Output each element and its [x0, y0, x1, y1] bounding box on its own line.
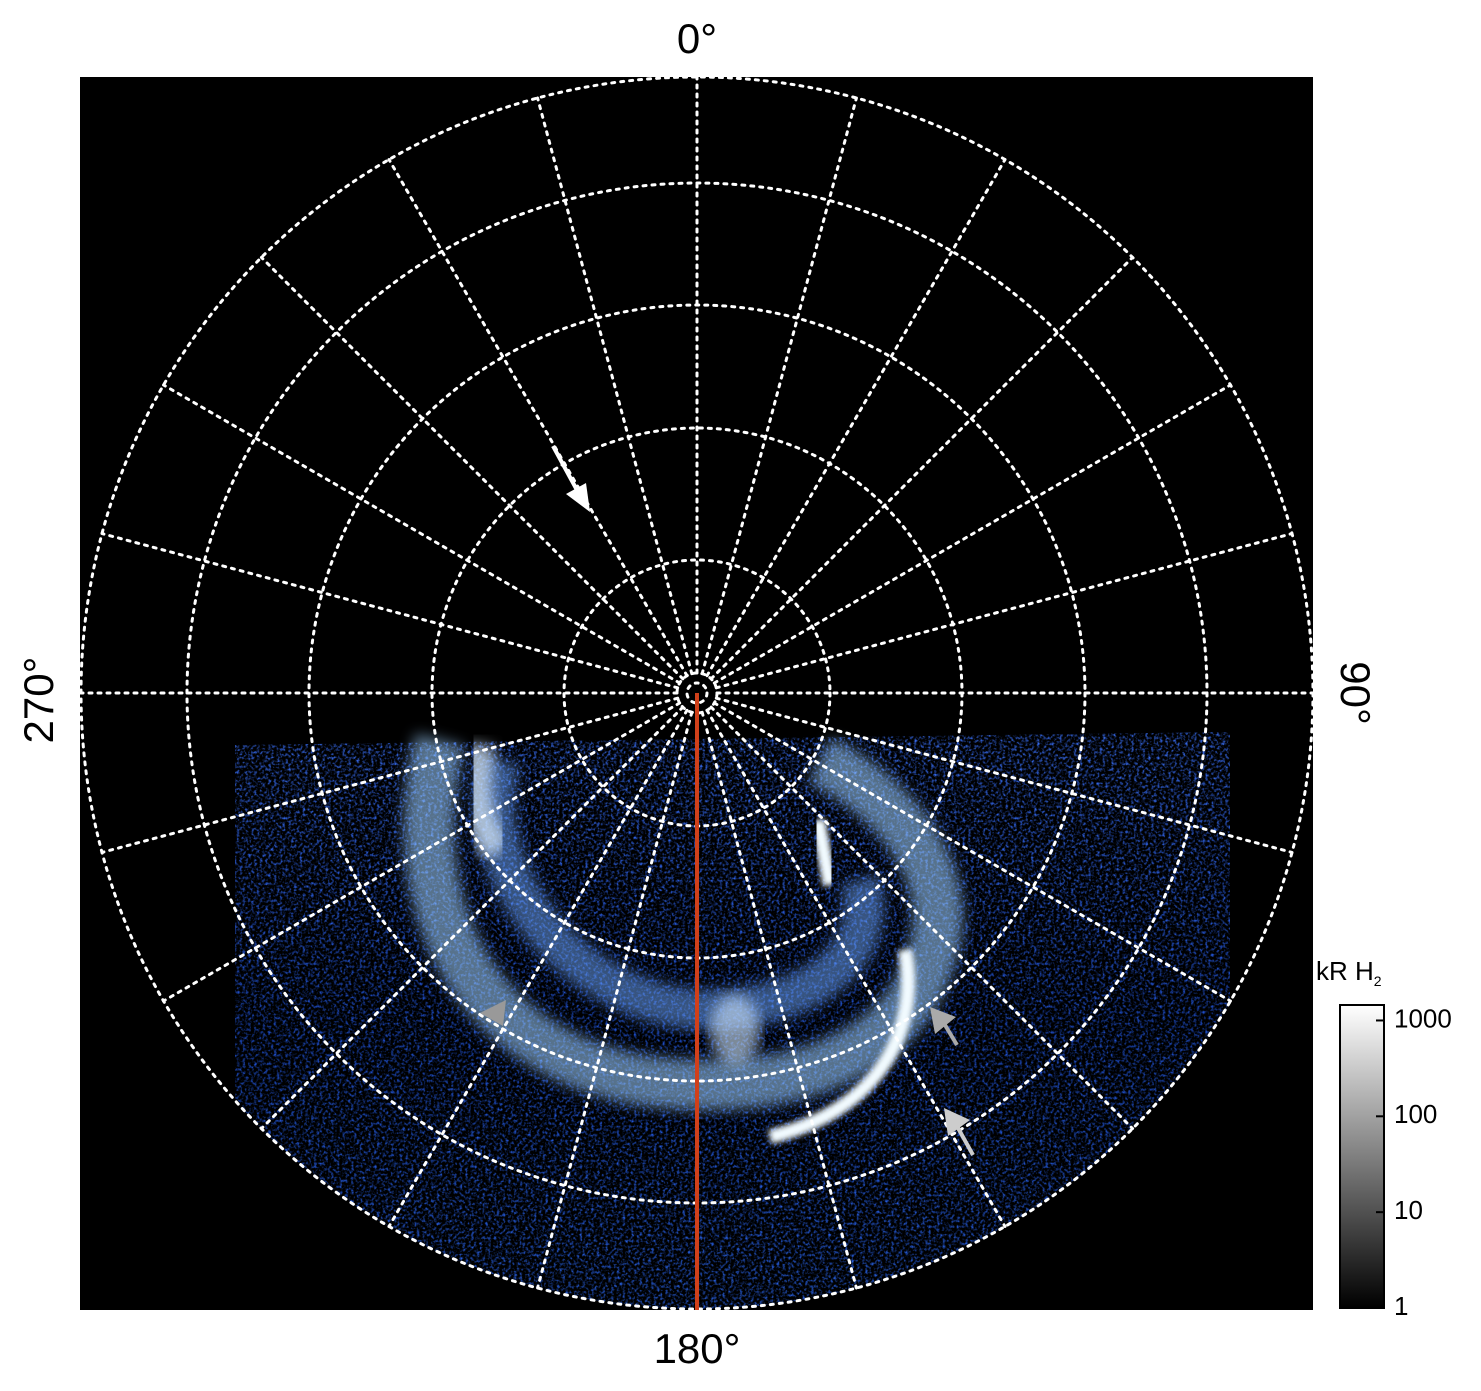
grid-radial: [705, 158, 1007, 678]
aurora-emission: [235, 732, 1230, 1309]
grid-radial: [162, 383, 682, 685]
grid-radial: [259, 255, 685, 681]
grid-radial: [712, 701, 1232, 1003]
colorbar-label: kR H: [1316, 956, 1374, 986]
colorbar-tick-label: 1000: [1394, 1003, 1452, 1033]
colorbar-tick-label: 100: [1394, 1099, 1437, 1129]
colorbar-label-sub: 2: [1374, 973, 1382, 989]
grid-radial: [712, 383, 1232, 685]
grid-radial: [700, 710, 858, 1290]
arrows: [480, 445, 975, 1156]
colorbar-ticks: 1 10 100 1000: [1376, 1003, 1452, 1321]
grid-radial: [259, 705, 685, 1131]
grid-radial: [709, 705, 1135, 1131]
grid-radial: [162, 701, 682, 1003]
polar-grid: [79, 75, 1315, 1311]
label-bottom: 180°: [654, 1325, 741, 1372]
label-right: 90°: [1332, 661, 1379, 725]
grid-radial: [387, 158, 689, 678]
colorbar-tick-label: 1: [1394, 1291, 1408, 1321]
label-top: 0°: [677, 15, 717, 62]
grid-radial: [100, 532, 680, 690]
label-left: 270°: [15, 657, 62, 744]
grid-radial: [100, 696, 680, 854]
grid-radial: [536, 96, 694, 676]
grid-radial: [709, 255, 1135, 681]
grid-radial: [714, 696, 1294, 854]
grid-radial: [536, 710, 694, 1290]
grid-circle: [685, 681, 709, 705]
grid-radial: [387, 708, 689, 1228]
colorbar-title: kR H2: [1316, 956, 1382, 989]
grid-radial: [705, 708, 1007, 1228]
colorbar-tick-label: 10: [1394, 1195, 1423, 1225]
colorbar: [1339, 1004, 1385, 1309]
grid-radial: [714, 532, 1294, 690]
grid-radial: [700, 96, 858, 676]
